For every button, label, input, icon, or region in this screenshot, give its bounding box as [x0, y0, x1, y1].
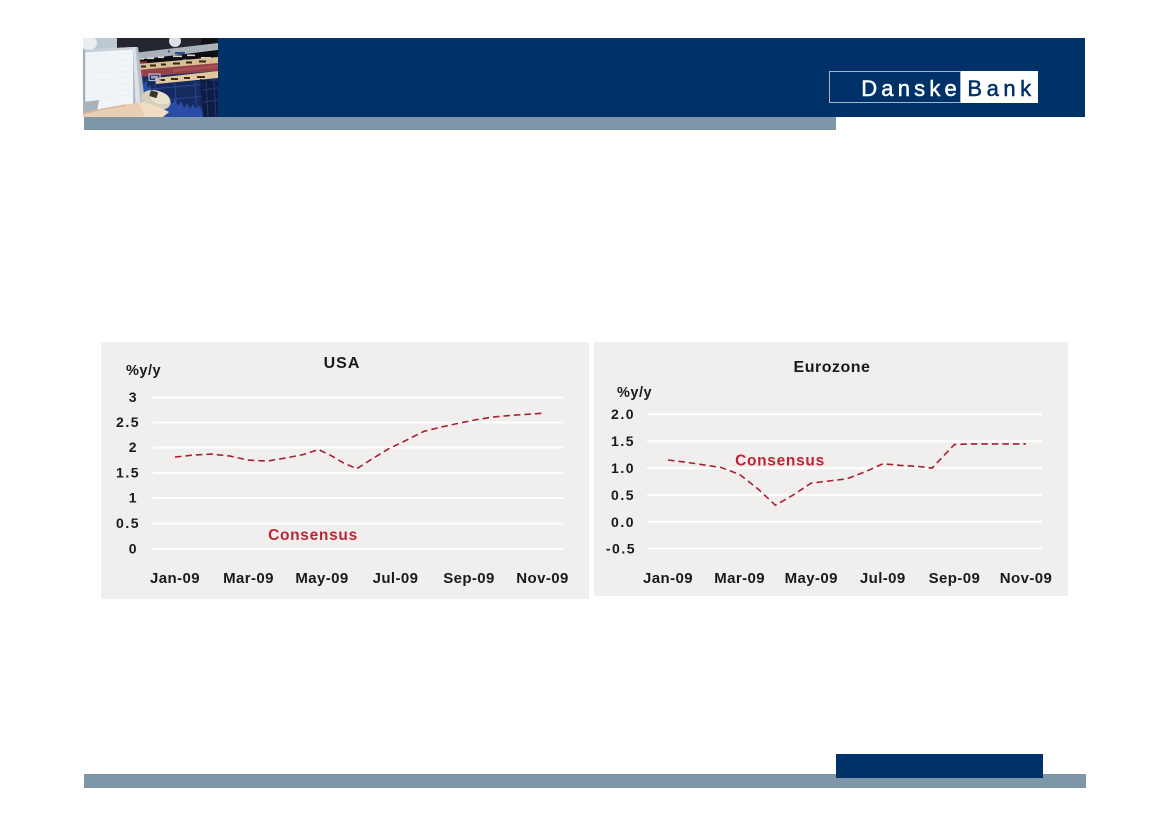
svg-text:Nov-09: Nov-09 — [516, 570, 568, 587]
svg-text:Jul-09: Jul-09 — [860, 570, 906, 587]
svg-text:2.5: 2.5 — [116, 414, 140, 430]
svg-text:Jul-09: Jul-09 — [373, 570, 419, 587]
svg-text:Mar-09: Mar-09 — [223, 570, 274, 587]
svg-text:Consensus: Consensus — [268, 527, 358, 544]
svg-text:1: 1 — [129, 490, 138, 506]
svg-text:0.5: 0.5 — [116, 515, 140, 531]
svg-text:%y/y: %y/y — [126, 363, 161, 379]
svg-text:%y/y: %y/y — [617, 385, 652, 401]
svg-text:0.5: 0.5 — [611, 487, 635, 503]
svg-text:2.0: 2.0 — [611, 406, 635, 422]
svg-text:May-09: May-09 — [295, 570, 348, 587]
svg-text:0.0: 0.0 — [611, 514, 635, 530]
svg-text:Eurozone: Eurozone — [794, 359, 871, 376]
svg-text:1.0: 1.0 — [611, 460, 635, 476]
svg-text:1.5: 1.5 — [611, 433, 635, 449]
svg-text:Mar-09: Mar-09 — [714, 570, 765, 587]
svg-text:Jan-09: Jan-09 — [150, 570, 200, 587]
svg-text:USA: USA — [324, 355, 361, 372]
svg-text:Sep-09: Sep-09 — [443, 570, 495, 587]
svg-text:2: 2 — [129, 439, 138, 455]
svg-text:0: 0 — [129, 541, 138, 557]
svg-text:1.5: 1.5 — [116, 465, 140, 481]
svg-text:3: 3 — [129, 389, 138, 405]
svg-text:Jan-09: Jan-09 — [643, 570, 693, 587]
svg-text:-0.5: -0.5 — [606, 541, 636, 557]
svg-text:May-09: May-09 — [785, 570, 838, 587]
svg-text:Sep-09: Sep-09 — [929, 570, 981, 587]
svg-text:Consensus: Consensus — [735, 453, 825, 470]
svg-text:Nov-09: Nov-09 — [1000, 570, 1052, 587]
